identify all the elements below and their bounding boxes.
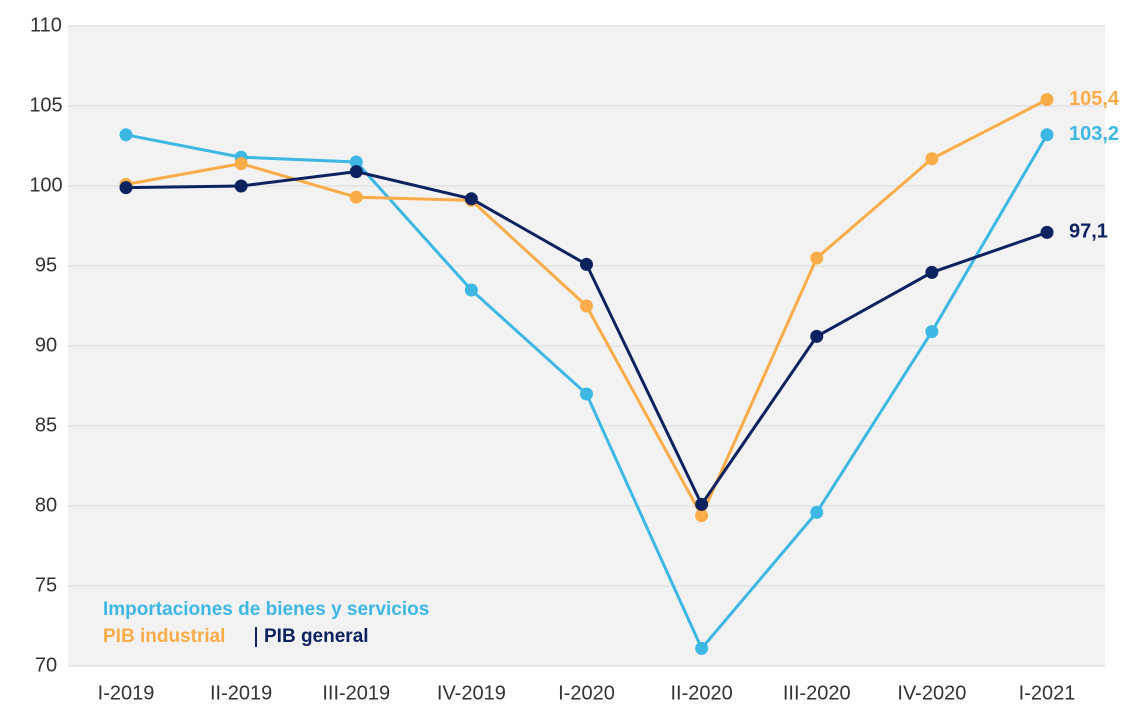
- value-label: 105,4: [1069, 88, 1120, 110]
- y-tick-label: 80: [35, 494, 57, 516]
- point: [580, 387, 593, 401]
- point: [810, 329, 824, 343]
- point: [925, 265, 939, 279]
- point: [234, 157, 248, 171]
- value-label: 103,2: [1069, 123, 1119, 145]
- x-tick-label: I-2021: [1019, 682, 1076, 704]
- y-tick-label: 70: [35, 654, 57, 676]
- point: [1040, 225, 1054, 239]
- y-tick-label: 90: [35, 334, 57, 356]
- point: [925, 152, 939, 166]
- x-tick-label: II-2019: [210, 682, 272, 704]
- value-label: 97,1: [1069, 221, 1108, 243]
- legend-entry: Importaciones de bienes y servicios: [103, 599, 429, 620]
- y-tick-label: 105: [29, 94, 62, 116]
- y-tick-label: 110: [30, 14, 62, 36]
- legend: Importaciones de bienes y servicios PIB …: [103, 599, 429, 647]
- point: [695, 641, 709, 655]
- point: [234, 179, 248, 193]
- y-tick-label: 75: [35, 574, 57, 596]
- legend-entry: PIB general: [264, 626, 369, 647]
- x-tick-label: III-2020: [783, 682, 851, 704]
- point: [1040, 128, 1054, 142]
- legend-entry: PIB industrial: [103, 626, 225, 647]
- x-tick-label: I-2019: [98, 682, 155, 704]
- y-tick-label: 100: [29, 174, 62, 196]
- point: [580, 299, 593, 313]
- point: [349, 190, 363, 204]
- point: [695, 509, 709, 523]
- point: [1040, 93, 1054, 107]
- x-tick-label: IV-2020: [897, 682, 966, 704]
- y-tick-label: 95: [35, 254, 57, 276]
- point: [464, 192, 478, 206]
- point: [119, 128, 133, 142]
- point: [464, 283, 478, 297]
- point: [119, 181, 133, 195]
- point: [695, 497, 709, 511]
- y-tick-label: 85: [35, 414, 57, 436]
- x-tick-label: I-2020: [558, 682, 615, 704]
- x-tick-label: III-2019: [322, 682, 390, 704]
- point: [810, 251, 824, 265]
- point: [580, 257, 593, 271]
- point: [925, 325, 939, 339]
- x-tick-label: IV-2019: [437, 682, 506, 704]
- point: [349, 155, 363, 169]
- point: [810, 505, 824, 519]
- x-tick-label: II-2020: [670, 682, 732, 704]
- point: [349, 165, 363, 179]
